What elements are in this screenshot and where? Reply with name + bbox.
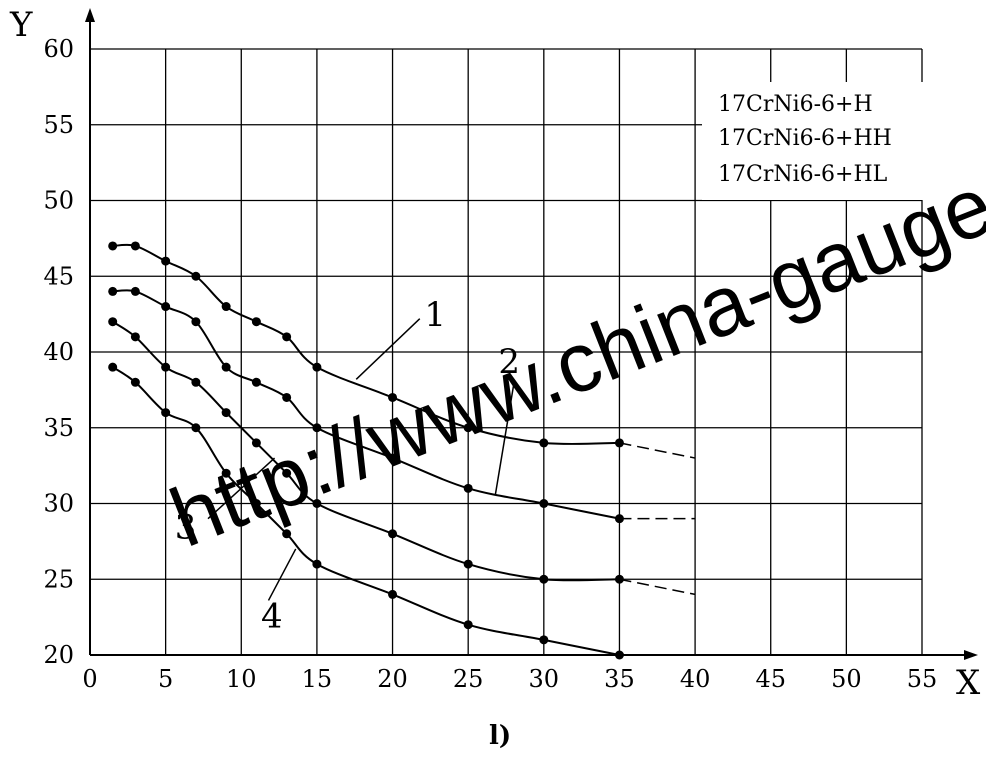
data-point — [463, 559, 473, 569]
data-point — [463, 483, 473, 493]
tick-labels: 0 5 10 15 20 25 30 35 40 45 50 55 20 25 30 35 40 45 50 55 60 — [43, 35, 937, 693]
data-point — [251, 499, 261, 508]
data-point — [108, 317, 118, 327]
data-point — [191, 377, 201, 387]
data-point — [388, 392, 398, 402]
x-tick-label: 5 — [158, 665, 173, 693]
data-point — [130, 377, 140, 387]
x-tick-label: 10 — [226, 665, 257, 693]
data-point — [161, 362, 171, 372]
x-axis-title: X — [956, 663, 981, 703]
data-point — [191, 317, 201, 327]
x-tick-label: 35 — [604, 665, 635, 693]
series-label-leader — [207, 457, 276, 520]
data-point — [614, 574, 624, 584]
data-point — [539, 438, 549, 448]
y-tick-label: 55 — [43, 111, 74, 139]
y-tick-label: 40 — [43, 338, 74, 366]
data-point — [161, 302, 171, 312]
x-tick-label: 0 — [82, 665, 97, 693]
data-point — [221, 362, 231, 372]
data-point — [251, 317, 261, 327]
data-point — [282, 468, 292, 478]
series-extrapolation — [619, 578, 696, 596]
data-point — [191, 423, 201, 433]
series-label-1: 1 — [424, 295, 446, 335]
data-point — [388, 453, 398, 463]
x-tick-label: 15 — [302, 665, 333, 693]
data-point — [108, 241, 118, 251]
series-1 — [108, 241, 696, 459]
data-point — [161, 408, 171, 418]
y-tick-label: 35 — [43, 414, 74, 442]
series-label-4: 4 — [261, 597, 283, 637]
series-label-leader — [494, 385, 515, 495]
legend: 17CrNi6-6+H 17CrNi6-6+HH 17CrNi6-6+HL — [702, 82, 928, 200]
data-point — [130, 332, 140, 342]
data-point — [539, 499, 549, 508]
legend-background — [702, 82, 928, 200]
data-point — [161, 256, 171, 266]
data-point — [108, 362, 118, 372]
data-point — [614, 438, 624, 448]
x-tick-label: 30 — [529, 665, 560, 693]
data-point — [221, 408, 231, 418]
legend-entry-hl: 17CrNi6-6+HL — [718, 162, 888, 187]
data-point — [312, 559, 322, 569]
data-point — [312, 499, 322, 508]
data-point — [614, 514, 624, 524]
data-point — [130, 286, 140, 296]
series-label-3: 3 — [175, 507, 197, 547]
data-point — [221, 302, 231, 312]
series-2 — [108, 286, 696, 524]
x-tick-label: 40 — [680, 665, 711, 693]
series-extrapolation — [619, 442, 696, 459]
data-point — [539, 635, 549, 645]
x-axis-arrow — [964, 650, 978, 660]
series-label-leader — [267, 548, 297, 601]
data-point — [282, 529, 292, 539]
data-point — [251, 377, 261, 387]
x-tick-label: 50 — [831, 665, 862, 693]
data-point — [282, 392, 292, 402]
data-point — [463, 620, 473, 630]
data-point — [614, 650, 624, 660]
series-3 — [108, 317, 696, 596]
data-point — [251, 438, 261, 448]
y-tick-label: 25 — [43, 565, 74, 593]
data-point — [388, 529, 398, 539]
data-point — [221, 468, 231, 478]
data-point — [191, 271, 201, 281]
x-tick-label: 20 — [377, 665, 408, 693]
data-point — [388, 589, 398, 599]
y-tick-label: 60 — [43, 35, 74, 63]
series-layer: 1 2 3 4 — [108, 241, 696, 660]
x-tick-label: 55 — [907, 665, 938, 693]
y-axis-arrow — [85, 8, 95, 22]
x-tick-label: 45 — [755, 665, 786, 693]
y-tick-label: 20 — [43, 641, 74, 669]
y-tick-label: 30 — [43, 490, 74, 518]
data-point — [312, 423, 322, 433]
y-tick-label: 50 — [43, 187, 74, 215]
x-tick-label: 25 — [453, 665, 484, 693]
legend-entry-hh: 17CrNi6-6+HH — [718, 126, 892, 151]
data-point — [463, 423, 473, 433]
data-point — [282, 332, 292, 342]
figure-sublabel: l) — [489, 721, 511, 751]
y-axis-title: Y — [9, 5, 33, 45]
legend-entry-h: 17CrNi6-6+H — [718, 92, 873, 117]
data-point — [130, 241, 140, 251]
series-4 — [108, 362, 624, 660]
axes — [85, 8, 978, 660]
series-label-leader — [355, 318, 421, 380]
y-tick-label: 45 — [43, 262, 74, 290]
series-label-2: 2 — [498, 342, 520, 382]
data-point — [108, 286, 118, 296]
data-point — [539, 574, 549, 584]
data-point — [312, 362, 322, 372]
